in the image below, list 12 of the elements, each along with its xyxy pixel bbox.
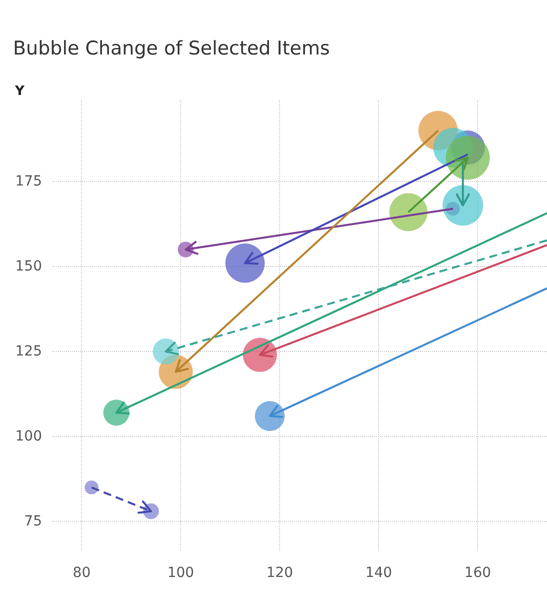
y-tick-label: 100 xyxy=(15,428,42,444)
x-tick-label: 100 xyxy=(167,565,194,581)
chart-title: Bubble Change of Selected Items xyxy=(13,38,330,60)
x-tick-label: 80 xyxy=(72,565,91,581)
x-tick-label: 120 xyxy=(266,565,294,581)
y-tick-label: 125 xyxy=(15,343,42,360)
x-tick-label: 160 xyxy=(464,565,492,581)
y-tick-label: 175 xyxy=(15,174,42,190)
y-axis-title: Y xyxy=(14,84,25,99)
y-tick-label: 150 xyxy=(15,258,42,275)
y-tick-label: 75 xyxy=(24,513,42,530)
x-tick-label: 140 xyxy=(365,565,392,581)
